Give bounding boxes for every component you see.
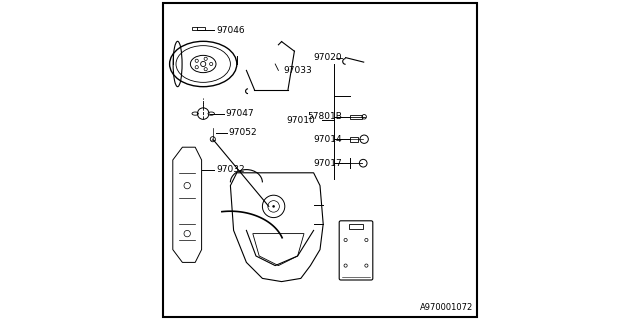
Text: 97014: 97014 <box>314 135 342 144</box>
Text: 97047: 97047 <box>226 109 254 118</box>
Text: 57801B: 57801B <box>308 112 342 121</box>
Text: 97032: 97032 <box>216 165 244 174</box>
Text: A970001072: A970001072 <box>420 303 474 312</box>
Text: 97010: 97010 <box>287 116 315 124</box>
Text: 97020: 97020 <box>314 53 342 62</box>
Text: 97052: 97052 <box>229 128 257 137</box>
Text: 97017: 97017 <box>314 159 342 168</box>
Text: 97033: 97033 <box>283 66 312 75</box>
Circle shape <box>273 205 275 208</box>
Text: 97046: 97046 <box>216 26 244 35</box>
